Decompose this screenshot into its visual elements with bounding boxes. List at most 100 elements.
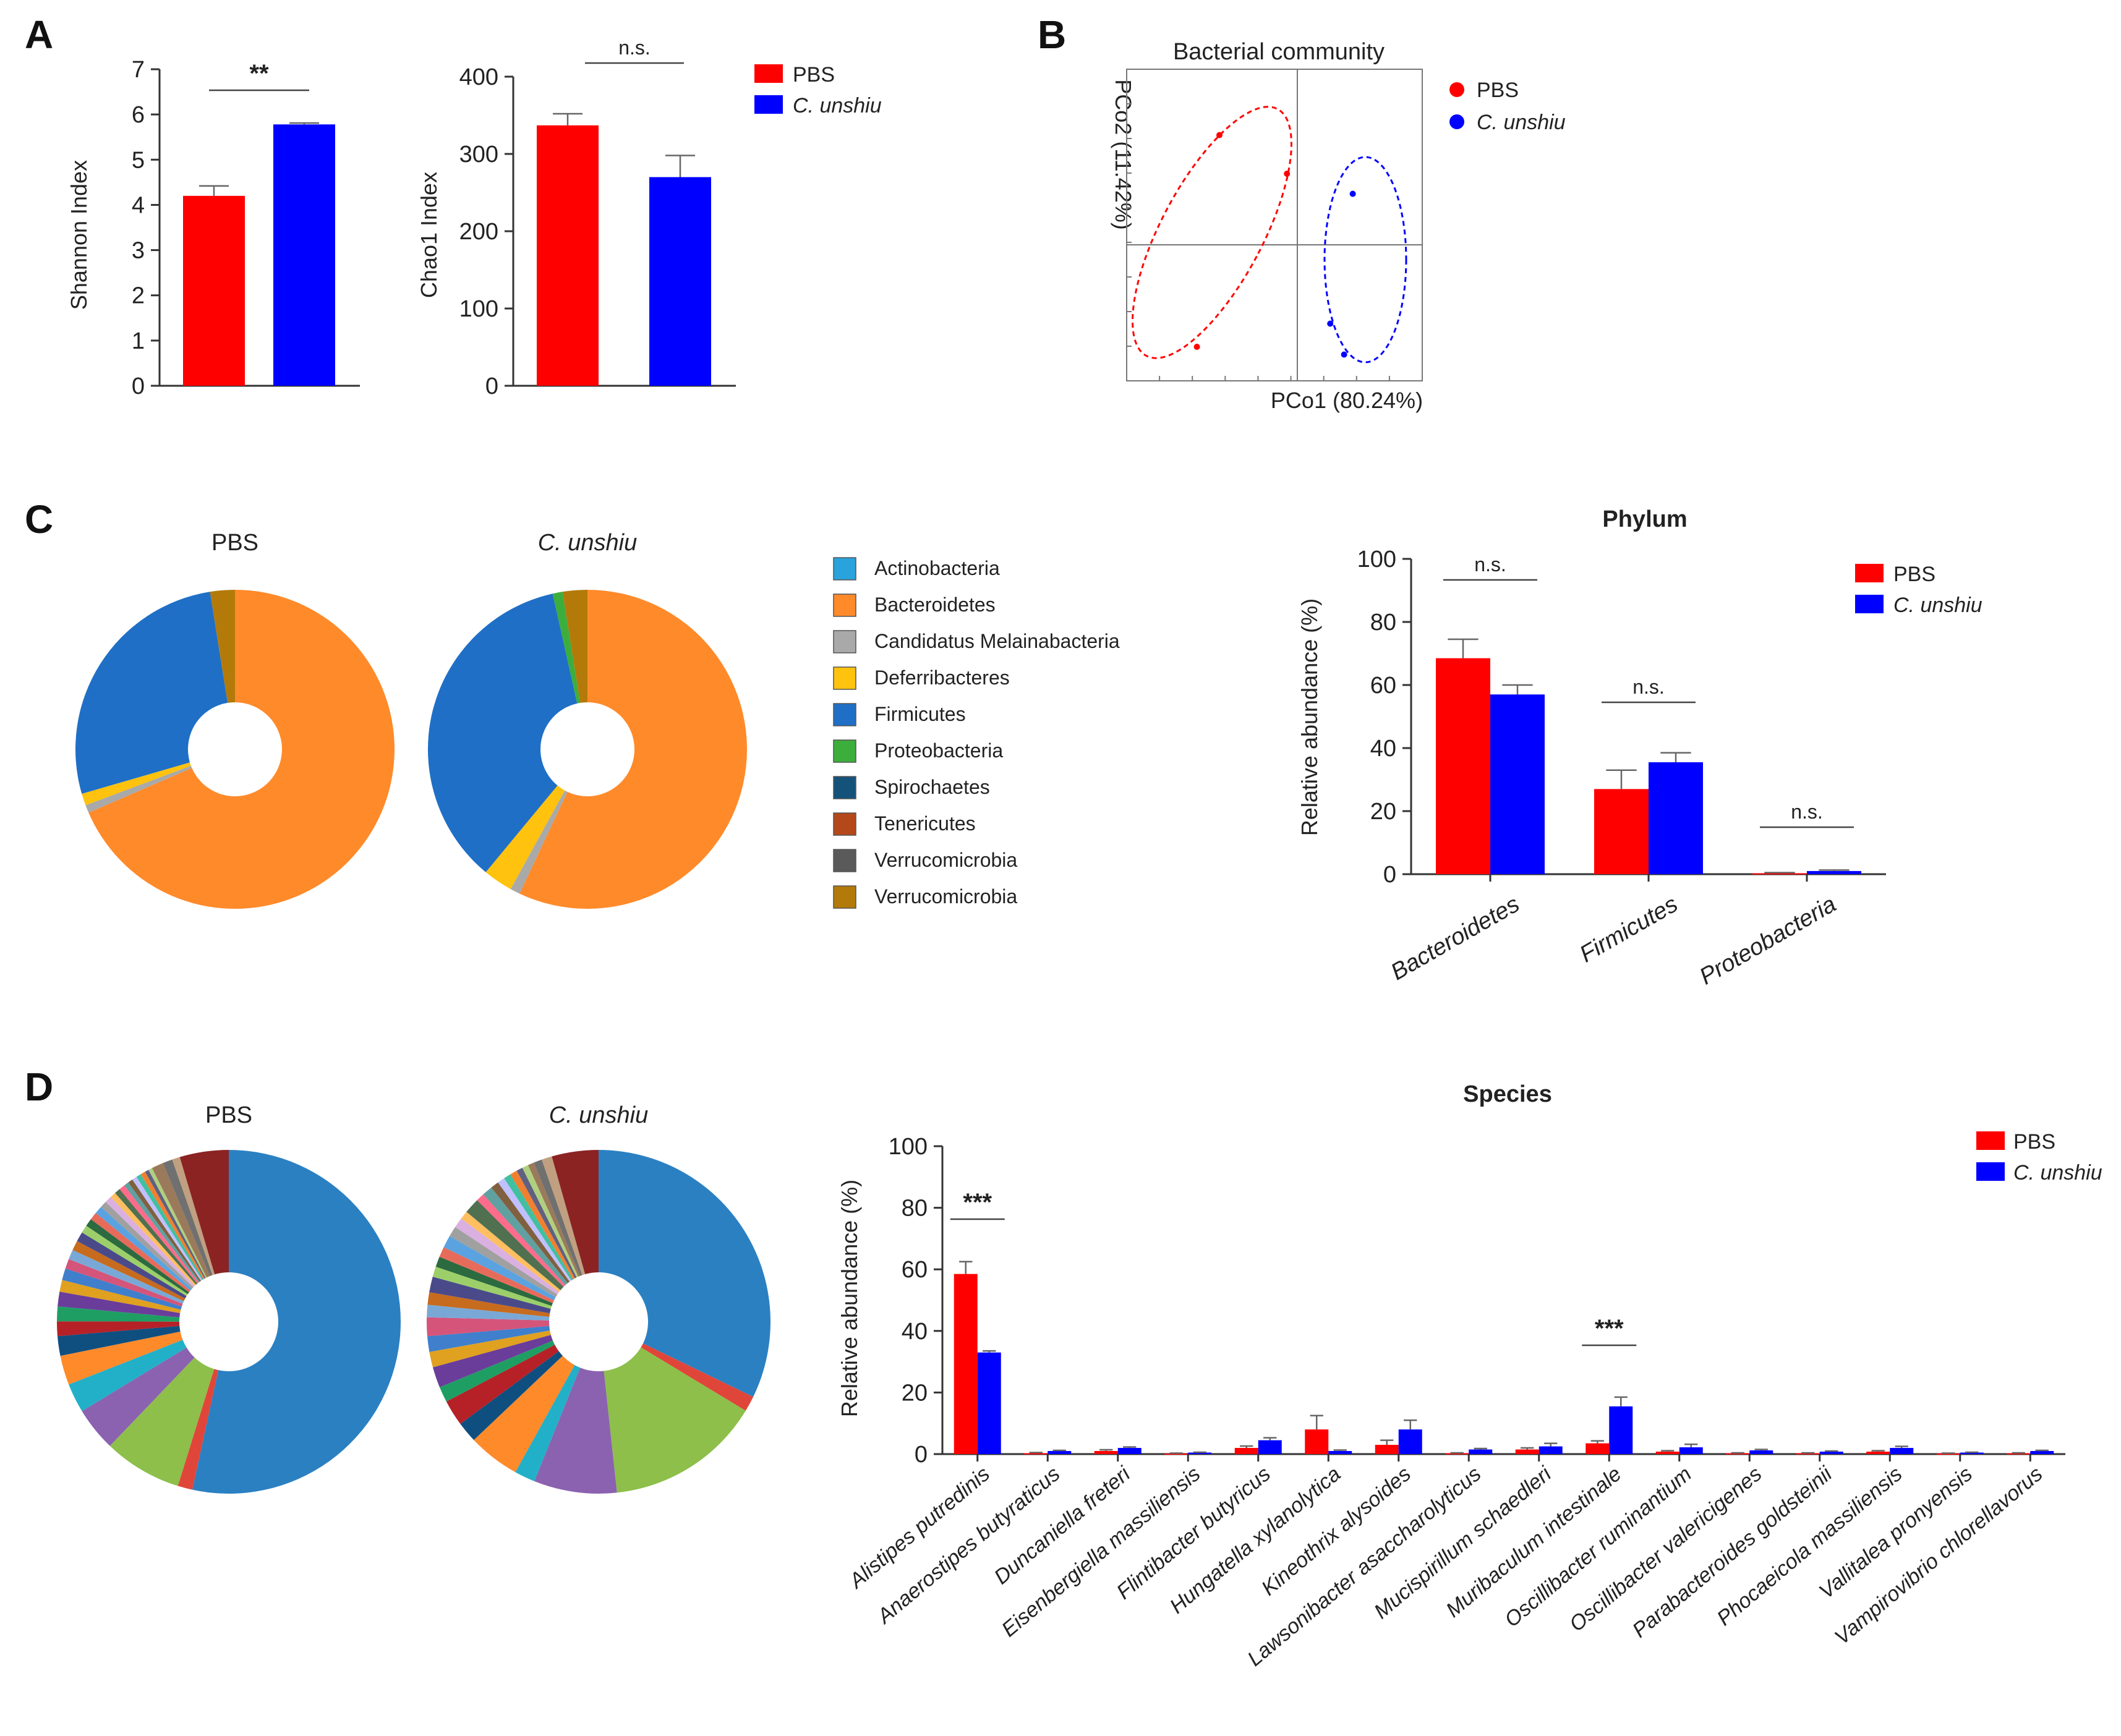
panel-letter-a: A (25, 12, 53, 57)
shannon-y-tick-label: 1 (132, 328, 145, 354)
species-pie-pbs-slice (57, 1306, 180, 1322)
pcoa-point-pbs (1216, 132, 1223, 138)
species_bar-bar-unshiu (1258, 1440, 1282, 1454)
phylum_bar-bar-pbs (1436, 658, 1490, 874)
species-pie-unshiu-slice (474, 1356, 575, 1473)
species_bar-bar-unshiu (1609, 1406, 1633, 1454)
phylum-legend-swatch (833, 594, 856, 617)
species_bar-bar-pbs (1655, 1452, 1679, 1454)
legend-species-pbs-label: PBS (2013, 1130, 2055, 1154)
species-pie-pbs-slice (140, 1172, 205, 1280)
legend-pcoa-pbs-label: PBS (1477, 79, 1519, 102)
species-pie-pbs-slice (82, 1347, 195, 1446)
species-pie-unshiu-slice (460, 1351, 563, 1440)
species_bar-bar-pbs (954, 1274, 978, 1454)
pcoa-point-pbs (1193, 344, 1200, 350)
species-pie-unshiu-slice (432, 1266, 552, 1309)
species-pie-unshiu-slice (641, 1343, 754, 1411)
species-pie-pbs-slice (124, 1182, 200, 1283)
pcoa-point-unshiu (1341, 351, 1347, 358)
legend-unshiu-label: C. unshiu (793, 94, 882, 117)
species_bar-bar-pbs (1164, 1453, 1189, 1455)
species-pie-unshiu-slice (483, 1187, 568, 1285)
species-pie-unshiu-slice (599, 1150, 771, 1397)
species-pie-unshiu-slice (427, 1292, 550, 1317)
shannon-y-tick-label: 6 (132, 102, 145, 128)
species-pie-unshiu-slice (432, 1335, 553, 1387)
pcoa-x-label: PCo1 (80.24%) (1271, 388, 1423, 413)
phylum-legend-swatch (833, 666, 856, 690)
chao1-y-tick-label: 100 (459, 296, 498, 322)
phylum-legend-label: Deferribacteres (874, 666, 1010, 689)
species_bar-significance-label: *** (963, 1189, 992, 1216)
phylum-legend-label: Proteobacteria (874, 739, 1003, 762)
species-pie-unshiu-slice (450, 1227, 558, 1298)
species-pie-pbs-slice (82, 1225, 188, 1296)
species_bar-y-tick-label: 60 (902, 1257, 928, 1283)
species-pie-unshiu-slice (439, 1340, 555, 1402)
species-pie-pbs-slice (105, 1197, 195, 1288)
shannon-y-tick-label: 5 (132, 147, 145, 173)
phylum-legend-swatch (833, 630, 856, 653)
species-pie-unshiu-slice (446, 1345, 559, 1424)
species_bar-bar-unshiu (1960, 1452, 1984, 1454)
species-pie-unshiu-slice (534, 1368, 617, 1494)
phylum-legend-label: Verrucomicrobia (874, 849, 1017, 871)
species_bar-y-tick-label: 20 (902, 1380, 928, 1406)
species-pie-unshiu-slice (427, 1317, 550, 1337)
legend-species-unshiu-swatch (1976, 1162, 2005, 1181)
species_bar-bar-pbs (1094, 1451, 1118, 1454)
phylum-bar-title: Phylum (1602, 506, 1687, 532)
species_bar-bar-pbs (1024, 1453, 1048, 1455)
phylum-pie-unshiu-title: C. unshiu (538, 530, 638, 556)
phylum-pie-pbs-slice (85, 765, 192, 813)
species-pie-pbs-slice (69, 1340, 187, 1411)
species_bar-bar-unshiu (1048, 1451, 1072, 1454)
species_bar-y-tick-label: 100 (889, 1134, 928, 1160)
phylum_bar-bar-pbs (1594, 789, 1649, 874)
species-pie-unshiu-slice (604, 1347, 746, 1493)
phylum_bar-y-tick-label: 80 (1370, 610, 1396, 636)
species_bar-bar-unshiu (977, 1352, 1001, 1454)
phylum-bar-chart: Phylum Relative abundance (%) 0 20 40 60 80 1… (1297, 506, 1886, 990)
shannon-bar-unshiu (273, 124, 335, 386)
phylum-bar-legend: PBS C. unshiu (1855, 563, 1982, 617)
species-pie-unshiu-slice (477, 1194, 566, 1287)
species-pie-unshiu-slice (429, 1330, 551, 1368)
species_bar-bar-unshiu (1398, 1429, 1422, 1454)
species-pie-pbs-slice (152, 1163, 210, 1278)
phylum_bar-y-tick-label: 100 (1357, 547, 1396, 572)
pcoa-frame (1126, 69, 1423, 381)
chao1-y-tick-label: 200 (459, 219, 498, 245)
legend-phylum-pbs-swatch (1855, 564, 1884, 582)
phylum-legend-label: Actinobacteria (874, 557, 1000, 579)
pcoa-point-unshiu (1349, 190, 1356, 197)
phylum-legend-swatch (833, 703, 856, 726)
phylum_bar-x-tick-label: Proteobacteria (1695, 891, 1840, 990)
legend-species-pbs-swatch (1976, 1131, 2005, 1150)
phylum-legend-label: Verrucomicrobia (874, 885, 1017, 908)
species-pie-pbs-slice (69, 1249, 184, 1304)
phylum-pie-pbs-slice (210, 590, 235, 703)
pcoa-point-unshiu (1327, 320, 1334, 327)
shannon-significance-label: ** (249, 60, 269, 87)
species_bar-bar-pbs (1936, 1453, 1960, 1455)
species-bar-title: Species (1463, 1081, 1552, 1107)
species-pie-pbs-slice (136, 1174, 204, 1280)
species_bar-bar-pbs (1445, 1453, 1469, 1455)
species-pie-pbs-slice (145, 1170, 206, 1279)
species_bar-bar-unshiu (1749, 1450, 1773, 1454)
species-pie-pbs-slice (172, 1157, 215, 1275)
species-pie-pbs-slice (95, 1207, 192, 1291)
phylum-legend-label: Bacteroidetes (874, 594, 996, 616)
species_bar-y-tick-label: 40 (902, 1319, 928, 1345)
phylum-bar-y-label: Relative abundance (%) (1297, 598, 1322, 836)
pcoa-ellipse-unshiu (1323, 156, 1407, 364)
phylum-pie-unshiu-slice (519, 590, 747, 909)
legend-pbs-label: PBS (793, 63, 835, 87)
pcoa-title: Bacterial community (1173, 39, 1385, 65)
species-pie-unshiu-slice (534, 1159, 583, 1276)
species-pie-unshiu-slice (443, 1236, 556, 1301)
chao1-bar-chart: Chao1 Index 0 100 200 300 400 n.s. (416, 36, 736, 399)
species_bar-bar-unshiu (1890, 1448, 1914, 1454)
